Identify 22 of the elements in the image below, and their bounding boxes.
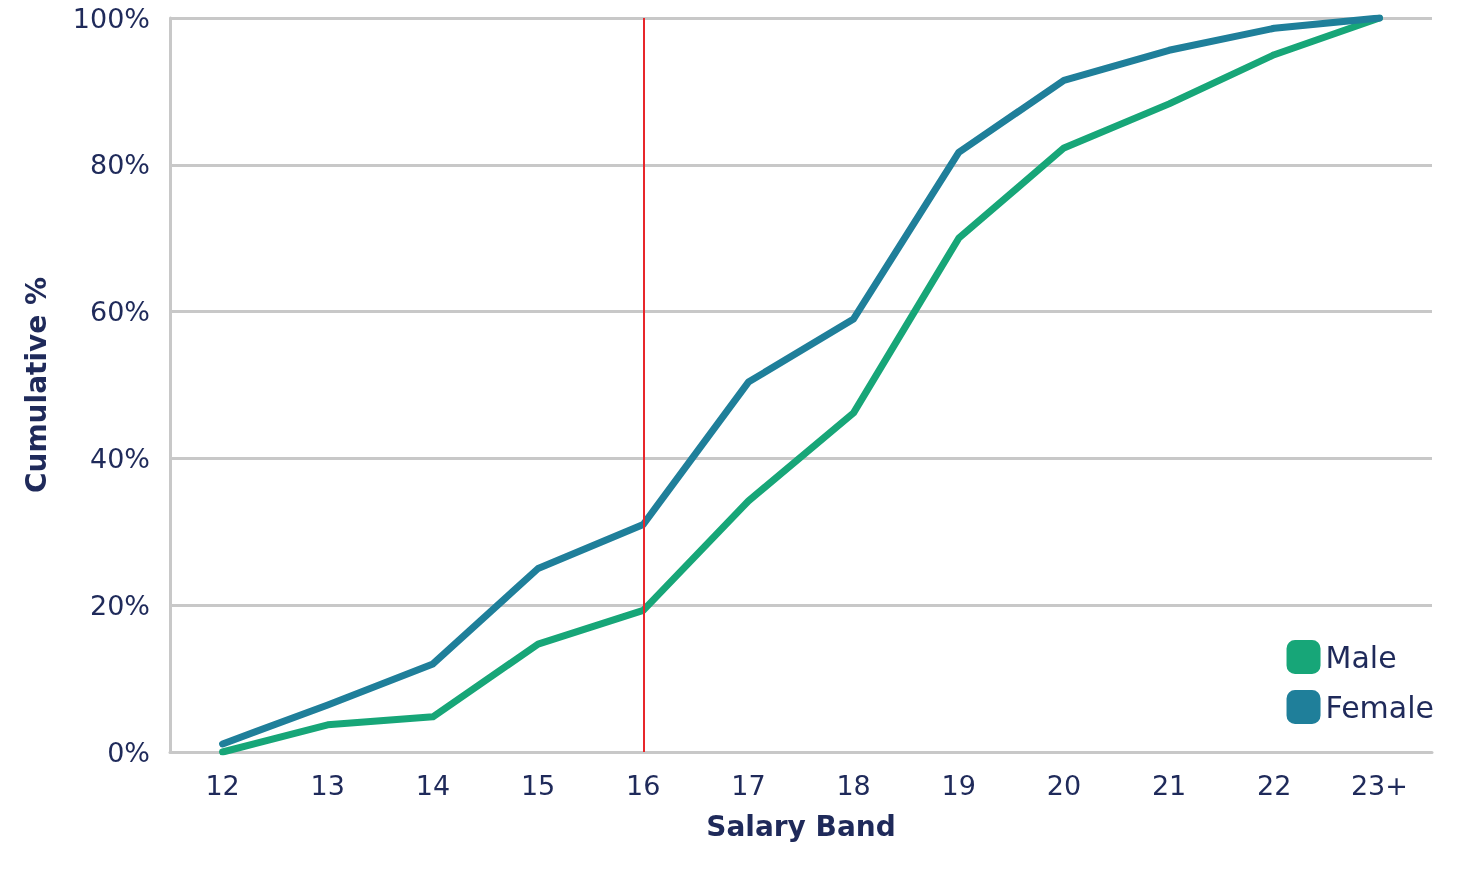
x-tick-label: 13	[310, 770, 345, 801]
x-tick-label: 22	[1257, 770, 1292, 801]
legend-label: Male	[1325, 639, 1397, 675]
x-tick-label: 20	[1046, 770, 1082, 801]
y-tick-label: 0%	[107, 736, 150, 768]
y-tick-label: 60%	[89, 296, 150, 328]
x-tick-label: 19	[941, 770, 976, 801]
x-tick-label: 23+	[1350, 770, 1408, 801]
legend-label: Female	[1325, 689, 1435, 725]
x-tick-label: 16	[626, 770, 661, 801]
x-tick-label: 14	[415, 770, 451, 801]
x-tick-label: 15	[520, 770, 556, 801]
y-axis-title: Cumulative %	[19, 276, 53, 494]
y-tick-label: 100%	[72, 2, 150, 34]
y-tick-label: 20%	[89, 589, 150, 621]
y-tick-label: 80%	[89, 149, 150, 181]
y-tick-label: 40%	[89, 442, 150, 474]
x-axis-title: Salary Band	[706, 809, 896, 843]
x-tick-label: 12	[205, 770, 240, 801]
x-tick-label: 18	[836, 770, 871, 801]
x-tick-label: 21	[1151, 770, 1187, 801]
x-tick-label: 17	[731, 770, 766, 801]
